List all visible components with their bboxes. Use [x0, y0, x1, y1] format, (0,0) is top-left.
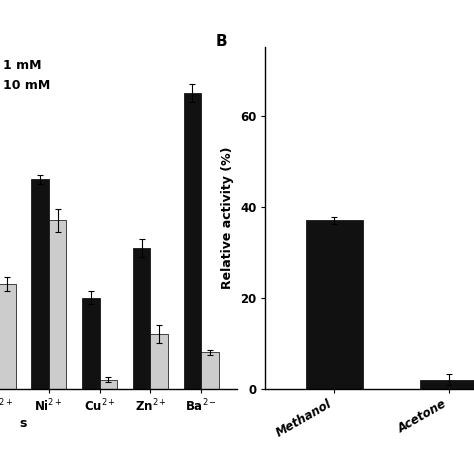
Bar [0, 284, 16, 389]
Legend: 1 mM, 10 mM: 1 mM, 10 mM [0, 54, 55, 97]
Y-axis label: Relative activity (%): Relative activity (%) [221, 147, 235, 289]
Text: s: s [19, 417, 27, 429]
Bar [31, 179, 49, 389]
Bar [100, 380, 118, 389]
Bar [82, 298, 100, 389]
Bar [306, 220, 363, 389]
Bar [420, 380, 474, 389]
Bar [201, 352, 219, 389]
Bar [150, 334, 168, 389]
Bar [133, 247, 150, 389]
Bar [183, 93, 201, 389]
Bar [49, 220, 66, 389]
Text: B: B [216, 34, 228, 49]
